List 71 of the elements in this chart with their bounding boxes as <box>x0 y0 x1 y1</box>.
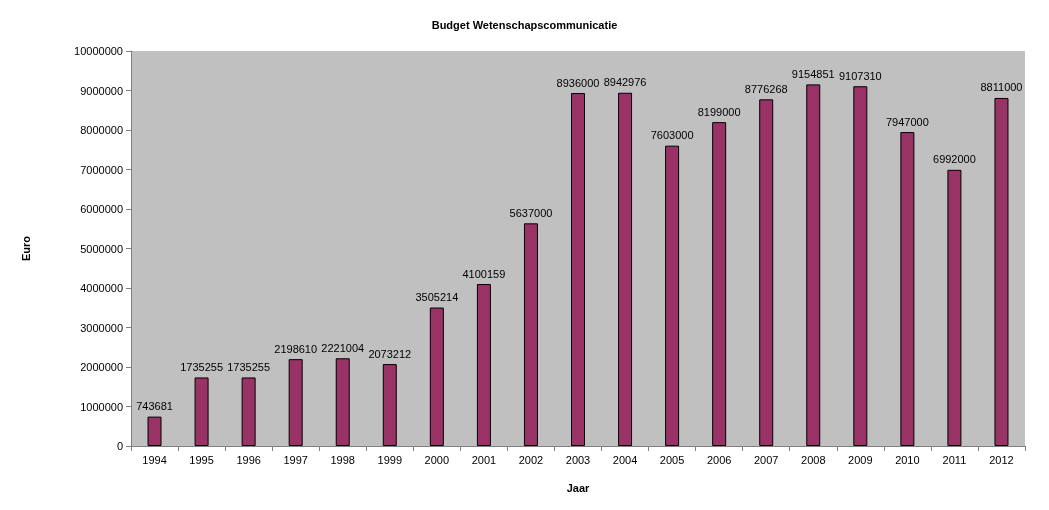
data-label: 8776268 <box>744 82 788 95</box>
data-label: 5637000 <box>509 206 553 219</box>
data-label: 9107310 <box>838 69 882 82</box>
data-label: 4100159 <box>462 267 506 280</box>
bar <box>900 132 915 446</box>
bar <box>759 99 774 446</box>
x-tick-label: 1995 <box>189 453 214 466</box>
bar <box>853 86 868 446</box>
data-label: 8936000 <box>556 76 600 89</box>
bar <box>665 145 680 446</box>
x-tick-label: 2009 <box>848 453 873 466</box>
x-tick-label: 2007 <box>753 453 779 466</box>
bar <box>947 169 962 446</box>
bar <box>806 84 821 446</box>
data-label: 743681 <box>136 400 173 413</box>
x-tick-label: 1999 <box>377 453 403 466</box>
x-tick-label: 2011 <box>942 453 967 466</box>
x-tick-label: 1997 <box>283 453 308 466</box>
bar <box>994 97 1009 446</box>
bar <box>382 364 397 446</box>
x-tick-label: 2002 <box>518 453 544 466</box>
data-label: 8199000 <box>697 105 741 118</box>
y-tick-label: 0 <box>116 440 123 452</box>
bar <box>523 223 538 446</box>
x-tick-label: 2005 <box>659 453 685 466</box>
x-tick-label: 1996 <box>236 453 261 466</box>
bar <box>712 122 727 446</box>
data-label: 3505214 <box>415 291 459 304</box>
bar <box>147 416 162 446</box>
y-tick-label: 10000000 <box>74 45 123 57</box>
x-tick-label: 2004 <box>612 453 638 466</box>
x-tick-label: 1998 <box>330 453 355 466</box>
data-label: 6992000 <box>933 153 976 166</box>
y-tick-label: 4000000 <box>80 282 123 294</box>
bar <box>335 358 350 446</box>
x-tick-label: 2010 <box>895 453 920 466</box>
data-label: 1735255 <box>227 360 271 373</box>
x-axis-title: Jaar <box>566 481 591 494</box>
x-tick-label: 2001 <box>471 453 497 466</box>
x-tick-label: 2006 <box>706 453 732 466</box>
bar <box>618 92 633 446</box>
bar <box>194 377 209 446</box>
data-label: 2221004 <box>321 341 365 354</box>
y-tick-label: 5000000 <box>80 242 123 255</box>
data-label: 2198610 <box>274 342 318 355</box>
bar <box>241 377 256 446</box>
data-label: 9154851 <box>791 67 835 80</box>
y-tick-label: 3000000 <box>80 321 123 334</box>
y-tick-label: 7000000 <box>80 163 123 176</box>
data-label: 8942976 <box>603 76 647 89</box>
x-tick-label: 1994 <box>142 453 167 466</box>
y-tick-label: 2000000 <box>80 361 123 373</box>
x-tick-label: 2012 <box>989 453 1014 466</box>
data-label: 7947000 <box>885 115 929 128</box>
bar <box>476 284 491 446</box>
chart-title: Budget Wetenschapscommunicatie <box>431 18 618 31</box>
data-label: 8811000 <box>980 81 1023 94</box>
x-tick-label: 2003 <box>565 453 591 466</box>
y-axis-title: Euro <box>19 235 32 262</box>
y-tick-label: 8000000 <box>80 124 123 136</box>
data-label: 2073212 <box>368 347 412 360</box>
x-tick-label: 2008 <box>801 453 826 466</box>
y-tick-label: 6000000 <box>80 203 123 215</box>
data-label: 1735255 <box>180 360 223 373</box>
y-tick-label: 9000000 <box>80 84 123 97</box>
y-tick-label: 1000000 <box>80 400 123 413</box>
bar <box>429 307 444 446</box>
bar <box>571 93 585 446</box>
data-label: 7603000 <box>650 129 694 142</box>
bar <box>288 359 303 446</box>
x-tick-label: 2000 <box>424 453 450 466</box>
